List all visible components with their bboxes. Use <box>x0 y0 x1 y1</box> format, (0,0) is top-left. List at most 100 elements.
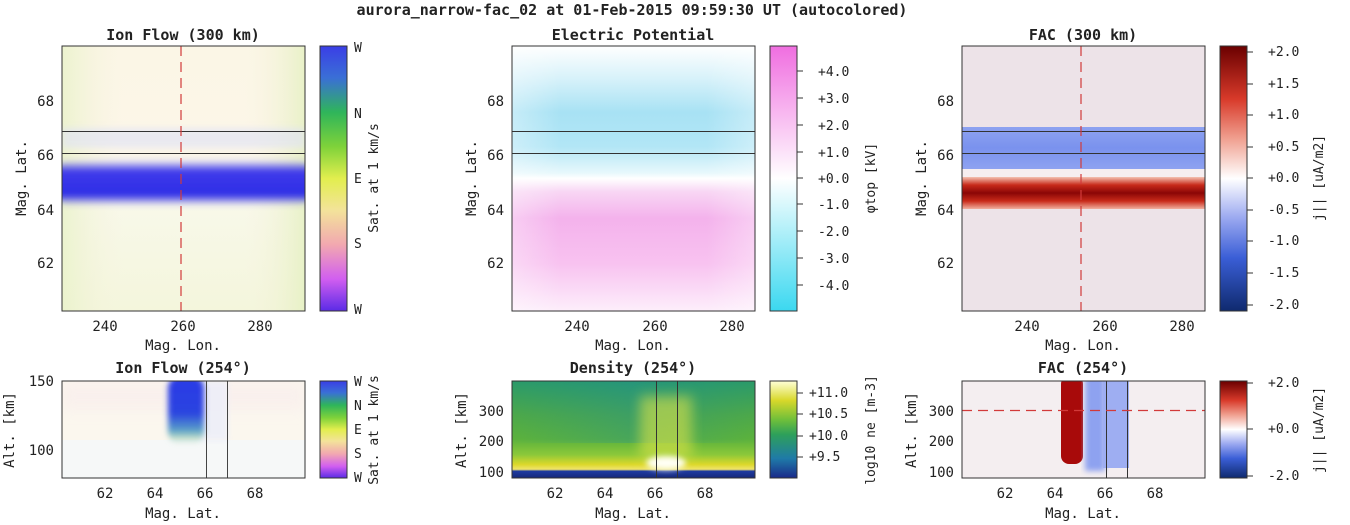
y-tick-label: 100 <box>929 465 954 481</box>
panel-title: Ion Flow (254°) <box>115 359 250 377</box>
y-tick-label: 150 <box>29 374 54 390</box>
x-ticks: 62 64 66 68 <box>997 486 1164 502</box>
x-tick-label: 280 <box>719 319 744 335</box>
colorbar-tick: +1.5 <box>1268 77 1299 92</box>
y-ticks: 62 64 66 68 <box>487 94 504 272</box>
colorbar-label: log10 ne [m-3] <box>864 375 879 485</box>
panel-fac-map: FAC (300 km) 240 260 280 62 64 66 68 Mag… <box>914 26 1327 354</box>
colorbar-tick: -2.0 <box>1268 469 1299 484</box>
x-tick-label: 260 <box>170 319 195 335</box>
colorbar: W N E S W Sat. at 1 km/s <box>319 41 382 318</box>
colorbar: +2.0 +0.0 -2.0 j|| [uA/m2] <box>1219 376 1327 484</box>
colorbar: +4.0 +3.0 +2.0 +1.0 +0.0 -1.0 -2.0 -3.0 … <box>769 45 879 312</box>
colorbar-label: Sat. at 1 km/s <box>367 375 382 485</box>
colorbar-tick: +10.5 <box>809 407 848 422</box>
panel-ion-flow-cut: Ion Flow (254°) 62 64 66 68 100 150 Mag.… <box>2 359 382 522</box>
colorbar-tick: W <box>354 303 362 318</box>
x-ticks: 240 260 280 <box>92 319 272 335</box>
ion-flow-field <box>62 46 305 311</box>
figure-title: aurora_narrow-fac_02 at 01-Feb-2015 09:5… <box>357 1 908 19</box>
y-tick-label: 300 <box>929 404 954 420</box>
y-axis-label: Mag. Lat. <box>14 140 30 216</box>
colorbar-tick: -3.0 <box>818 252 849 267</box>
x-tick-label: 260 <box>642 319 667 335</box>
westward-jet <box>62 160 305 206</box>
x-axis-label: Mag. Lat. <box>145 506 221 522</box>
x-tick-label: 66 <box>1097 486 1114 502</box>
axes-frame <box>961 45 1206 312</box>
x-tick-label: 62 <box>97 486 114 502</box>
x-axis-label: Mag. Lon. <box>145 338 221 354</box>
axes-frame <box>511 45 756 312</box>
colorbar-tick: +2.0 <box>818 119 849 134</box>
upward-current-band <box>962 177 1205 209</box>
y-tick-label: 62 <box>37 256 54 272</box>
colorbar-tick: W <box>354 471 362 486</box>
colorbar-tick: +10.0 <box>809 429 848 444</box>
colorbar: W N E S W Sat. at 1 km/s <box>319 375 382 486</box>
y-ticks: 100 200 300 <box>929 404 954 481</box>
colorbar-tick: N <box>354 107 362 122</box>
y-axis-label: Mag. Lat. <box>464 140 480 216</box>
y-tick-label: 200 <box>479 434 504 450</box>
x-ticks: 62 64 66 68 <box>547 486 714 502</box>
x-ticks: 62 64 66 68 <box>97 486 264 502</box>
y-ticks: 100 200 300 <box>479 404 504 481</box>
y-tick-label: 68 <box>487 94 504 110</box>
colorbar-label: Sat. at 1 km/s <box>367 123 382 233</box>
colorbar-tick: +2.0 <box>1268 45 1299 60</box>
potential-field <box>512 46 755 311</box>
x-ticks: 240 260 280 <box>564 319 744 335</box>
y-ticks: 62 64 66 68 <box>37 94 54 272</box>
x-tick-label: 280 <box>1169 319 1194 335</box>
y-tick-label: 64 <box>937 203 954 219</box>
westward-flow-blob <box>168 381 204 444</box>
x-tick-label: 68 <box>247 486 264 502</box>
colorbar-strip <box>319 380 348 479</box>
panel-fac-cut: FAC (254°) 62 64 66 68 100 200 300 Mag. … <box>904 359 1327 522</box>
colorbar-tick: -1.5 <box>1268 266 1299 281</box>
colorbar: +11.0 +10.5 +10.0 +9.5 log10 ne [m-3] <box>769 375 879 485</box>
y-tick-label: 100 <box>29 443 54 459</box>
panel-ion-flow-map: Ion Flow (300 km) 240 260 280 62 64 66 6… <box>14 26 382 354</box>
axes-frames <box>61 45 1206 479</box>
upward-current-column <box>1061 381 1083 464</box>
y-tick-label: 62 <box>937 256 954 272</box>
colorbar-tick: +9.5 <box>809 450 840 465</box>
panel-title: Density (254°) <box>570 359 696 377</box>
density-cut-field <box>512 381 755 478</box>
x-tick-label: 66 <box>647 486 664 502</box>
downward-current-column <box>1103 381 1129 468</box>
x-tick-label: 240 <box>92 319 117 335</box>
y-tick-label: 64 <box>487 203 504 219</box>
colorbar-tick: N <box>354 399 362 414</box>
colorbar-tick: +1.0 <box>818 146 849 161</box>
x-ticks: 240 260 280 <box>1014 319 1194 335</box>
x-tick-label: 260 <box>1092 319 1117 335</box>
colorbar-strip <box>1219 380 1248 479</box>
x-tick-label: 62 <box>997 486 1014 502</box>
panel-title: FAC (300 km) <box>1029 26 1137 44</box>
y-axis-label: Alt. [km] <box>454 392 470 468</box>
y-tick-label: 200 <box>929 434 954 450</box>
colorbar-tick: +2.0 <box>1268 376 1299 391</box>
y-tick-label: 64 <box>37 203 54 219</box>
colorbar-tick: -4.0 <box>818 279 849 294</box>
x-tick-label: 66 <box>197 486 214 502</box>
colorbar-tick: +0.5 <box>1268 140 1299 155</box>
x-axis-label: Mag. Lat. <box>595 506 671 522</box>
colorbar-tick: E <box>354 423 362 438</box>
panel-density-cut: Density (254°) 62 64 66 68 100 200 300 M… <box>454 359 879 522</box>
colorbar-strip <box>319 45 348 312</box>
colorbar-label: φtop [kV] <box>864 143 879 213</box>
fac-cut-field <box>962 381 1205 478</box>
y-tick-label: 68 <box>37 94 54 110</box>
axes-frame <box>511 380 756 479</box>
x-axis-label: Mag. Lon. <box>1045 338 1121 354</box>
colorbar-tick: +4.0 <box>818 65 849 80</box>
axes-frame <box>61 380 306 479</box>
colorbar-tick: W <box>354 375 362 390</box>
ion-flow-cut-field <box>62 381 305 478</box>
panel-title: FAC (254°) <box>1038 359 1128 377</box>
